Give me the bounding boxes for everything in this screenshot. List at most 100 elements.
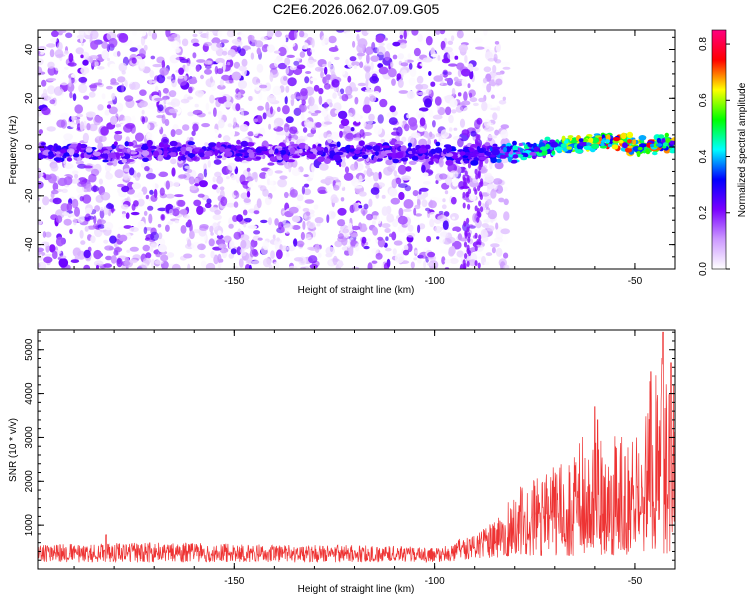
- snr-x-tick-label: -150: [224, 576, 244, 587]
- heatmap-noise-cell: [46, 43, 56, 48]
- heatmap-noise-cell: [419, 63, 427, 67]
- heatmap-noise-cell: [186, 168, 193, 174]
- heatmap-noise-cell: [189, 137, 194, 142]
- heatmap-noise-cell: [86, 122, 91, 131]
- heatmap-noise-cell: [337, 91, 341, 96]
- heatmap-noise-cell: [228, 223, 234, 229]
- heatmap-noise-cell: [38, 262, 41, 268]
- heatmap-noise-cell: [484, 51, 493, 61]
- heatmap-noise-cell: [394, 253, 405, 264]
- heatmap-noise-cell: [158, 171, 169, 178]
- heatmap-noise-cell: [292, 225, 301, 230]
- heatmap-signal-cell: [92, 151, 102, 157]
- heatmap-noise-cell: [273, 50, 281, 54]
- heatmap-noise-cell: [421, 164, 426, 173]
- heatmap-noise-cell: [139, 100, 148, 108]
- heatmap-noise-cell: [495, 43, 501, 53]
- heatmap-noise-cell: [303, 183, 310, 188]
- heatmap-noise-cell: [311, 164, 316, 173]
- heatmap-noise-cell: [479, 206, 484, 213]
- heatmap-noise-cell: [325, 186, 333, 193]
- heatmap-signal-cell: [240, 140, 249, 147]
- heatmap-signal-cell: [566, 146, 572, 150]
- heatmap-noise-cell: [457, 138, 464, 148]
- heatmap-noise-cell: [167, 252, 175, 258]
- heatmap-noise-cell: [441, 256, 446, 265]
- heatmap-noise-cell: [192, 42, 200, 47]
- heatmap-noise-cell: [46, 77, 57, 82]
- heatmap-noise-cell: [132, 30, 138, 36]
- heatmap-noise-cell: [276, 94, 287, 98]
- heatmap-signal-cell: [484, 142, 491, 147]
- heatmap-signal-cell: [478, 156, 487, 161]
- heatmap-noise-cell: [474, 245, 478, 252]
- heatmap-noise-cell: [314, 217, 324, 224]
- heatmap-noise-cell: [317, 186, 327, 194]
- heatmap-signal-cell: [520, 156, 528, 161]
- heatmap-noise-cell: [476, 239, 480, 245]
- heatmap-noise-cell: [367, 262, 373, 269]
- heatmap-noise-cell: [503, 264, 510, 269]
- heatmap-signal-cell: [611, 144, 619, 150]
- heatmap-noise-cell: [262, 257, 272, 268]
- heatmap-noise-cell: [131, 57, 137, 64]
- heatmap-signal-cell: [588, 137, 594, 143]
- heatmap-signal-cell: [421, 144, 426, 149]
- heatmap-noise-cell: [272, 234, 276, 240]
- heatmap-signal-cell: [158, 142, 164, 148]
- heatmap-noise-cell: [301, 99, 306, 106]
- heatmap-noise-cell: [61, 212, 70, 216]
- heatmap-noise-cell: [119, 120, 128, 124]
- heatmap-signal-cell: [68, 149, 75, 156]
- heatmap-noise-cell: [398, 191, 405, 201]
- heatmap-noise-cell: [453, 221, 461, 227]
- heatmap-noise-cell: [440, 249, 450, 254]
- heatmap-noise-cell: [422, 57, 433, 63]
- heatmap-noise-cell: [196, 59, 206, 63]
- heatmap-noise-cell: [199, 225, 209, 231]
- heatmap-noise-cell: [444, 190, 449, 195]
- heatmap-signal-cell: [554, 146, 563, 151]
- heatmap-noise-cell: [391, 78, 396, 86]
- heatmap-noise-cell: [311, 126, 317, 131]
- heatmap-noise-cell: [42, 231, 47, 238]
- heatmap-noise-cell: [159, 67, 169, 76]
- heatmap-signal-cell: [607, 143, 613, 148]
- heatmap-noise-cell: [328, 176, 339, 181]
- heatmap-signal-cell: [392, 158, 400, 164]
- heatmap-noise-cell: [415, 110, 425, 119]
- heatmap-noise-cell: [350, 127, 355, 132]
- heatmap-noise-cell: [229, 240, 235, 249]
- heatmap-noise-cell: [364, 96, 370, 105]
- heatmap-noise-cell: [294, 30, 298, 40]
- heatmap-noise-cell: [118, 234, 128, 242]
- heatmap-noise-cell: [378, 42, 385, 46]
- heatmap-noise-cell: [356, 33, 360, 42]
- heatmap-noise-cell: [289, 126, 298, 134]
- heatmap-signal-cell: [411, 148, 416, 155]
- heatmap-noise-cell: [192, 123, 199, 132]
- heatmap-noise-cell: [179, 209, 188, 215]
- heatmap-noise-cell: [238, 258, 244, 268]
- heatmap-signal-cell: [598, 136, 602, 142]
- heatmap-noise-cell: [438, 210, 444, 215]
- heatmap-noise-cell: [117, 76, 126, 83]
- heatmap-noise-cell: [452, 179, 459, 187]
- heatmap-noise-cell: [216, 186, 221, 194]
- heatmap-noise-cell: [354, 96, 359, 105]
- heatmap-noise-cell: [60, 69, 68, 74]
- heatmap-noise-cell: [83, 264, 91, 269]
- heatmap-noise-cell: [305, 71, 312, 74]
- colorbar-gradient: [711, 29, 727, 270]
- heatmap-signal-cell: [187, 153, 196, 158]
- heatmap-noise-cell: [145, 123, 151, 131]
- heatmap-noise-cell: [442, 220, 449, 231]
- heatmap-noise-cell: [318, 95, 323, 106]
- heatmap-signal-cell: [578, 141, 587, 146]
- heatmap-noise-cell: [140, 37, 146, 47]
- heatmap-noise-cell: [192, 52, 197, 59]
- heatmap-noise-cell: [213, 159, 222, 165]
- heatmap-noise-cell: [152, 80, 158, 84]
- heatmap-noise-cell: [274, 170, 283, 174]
- heatmap-noise-cell: [363, 203, 369, 210]
